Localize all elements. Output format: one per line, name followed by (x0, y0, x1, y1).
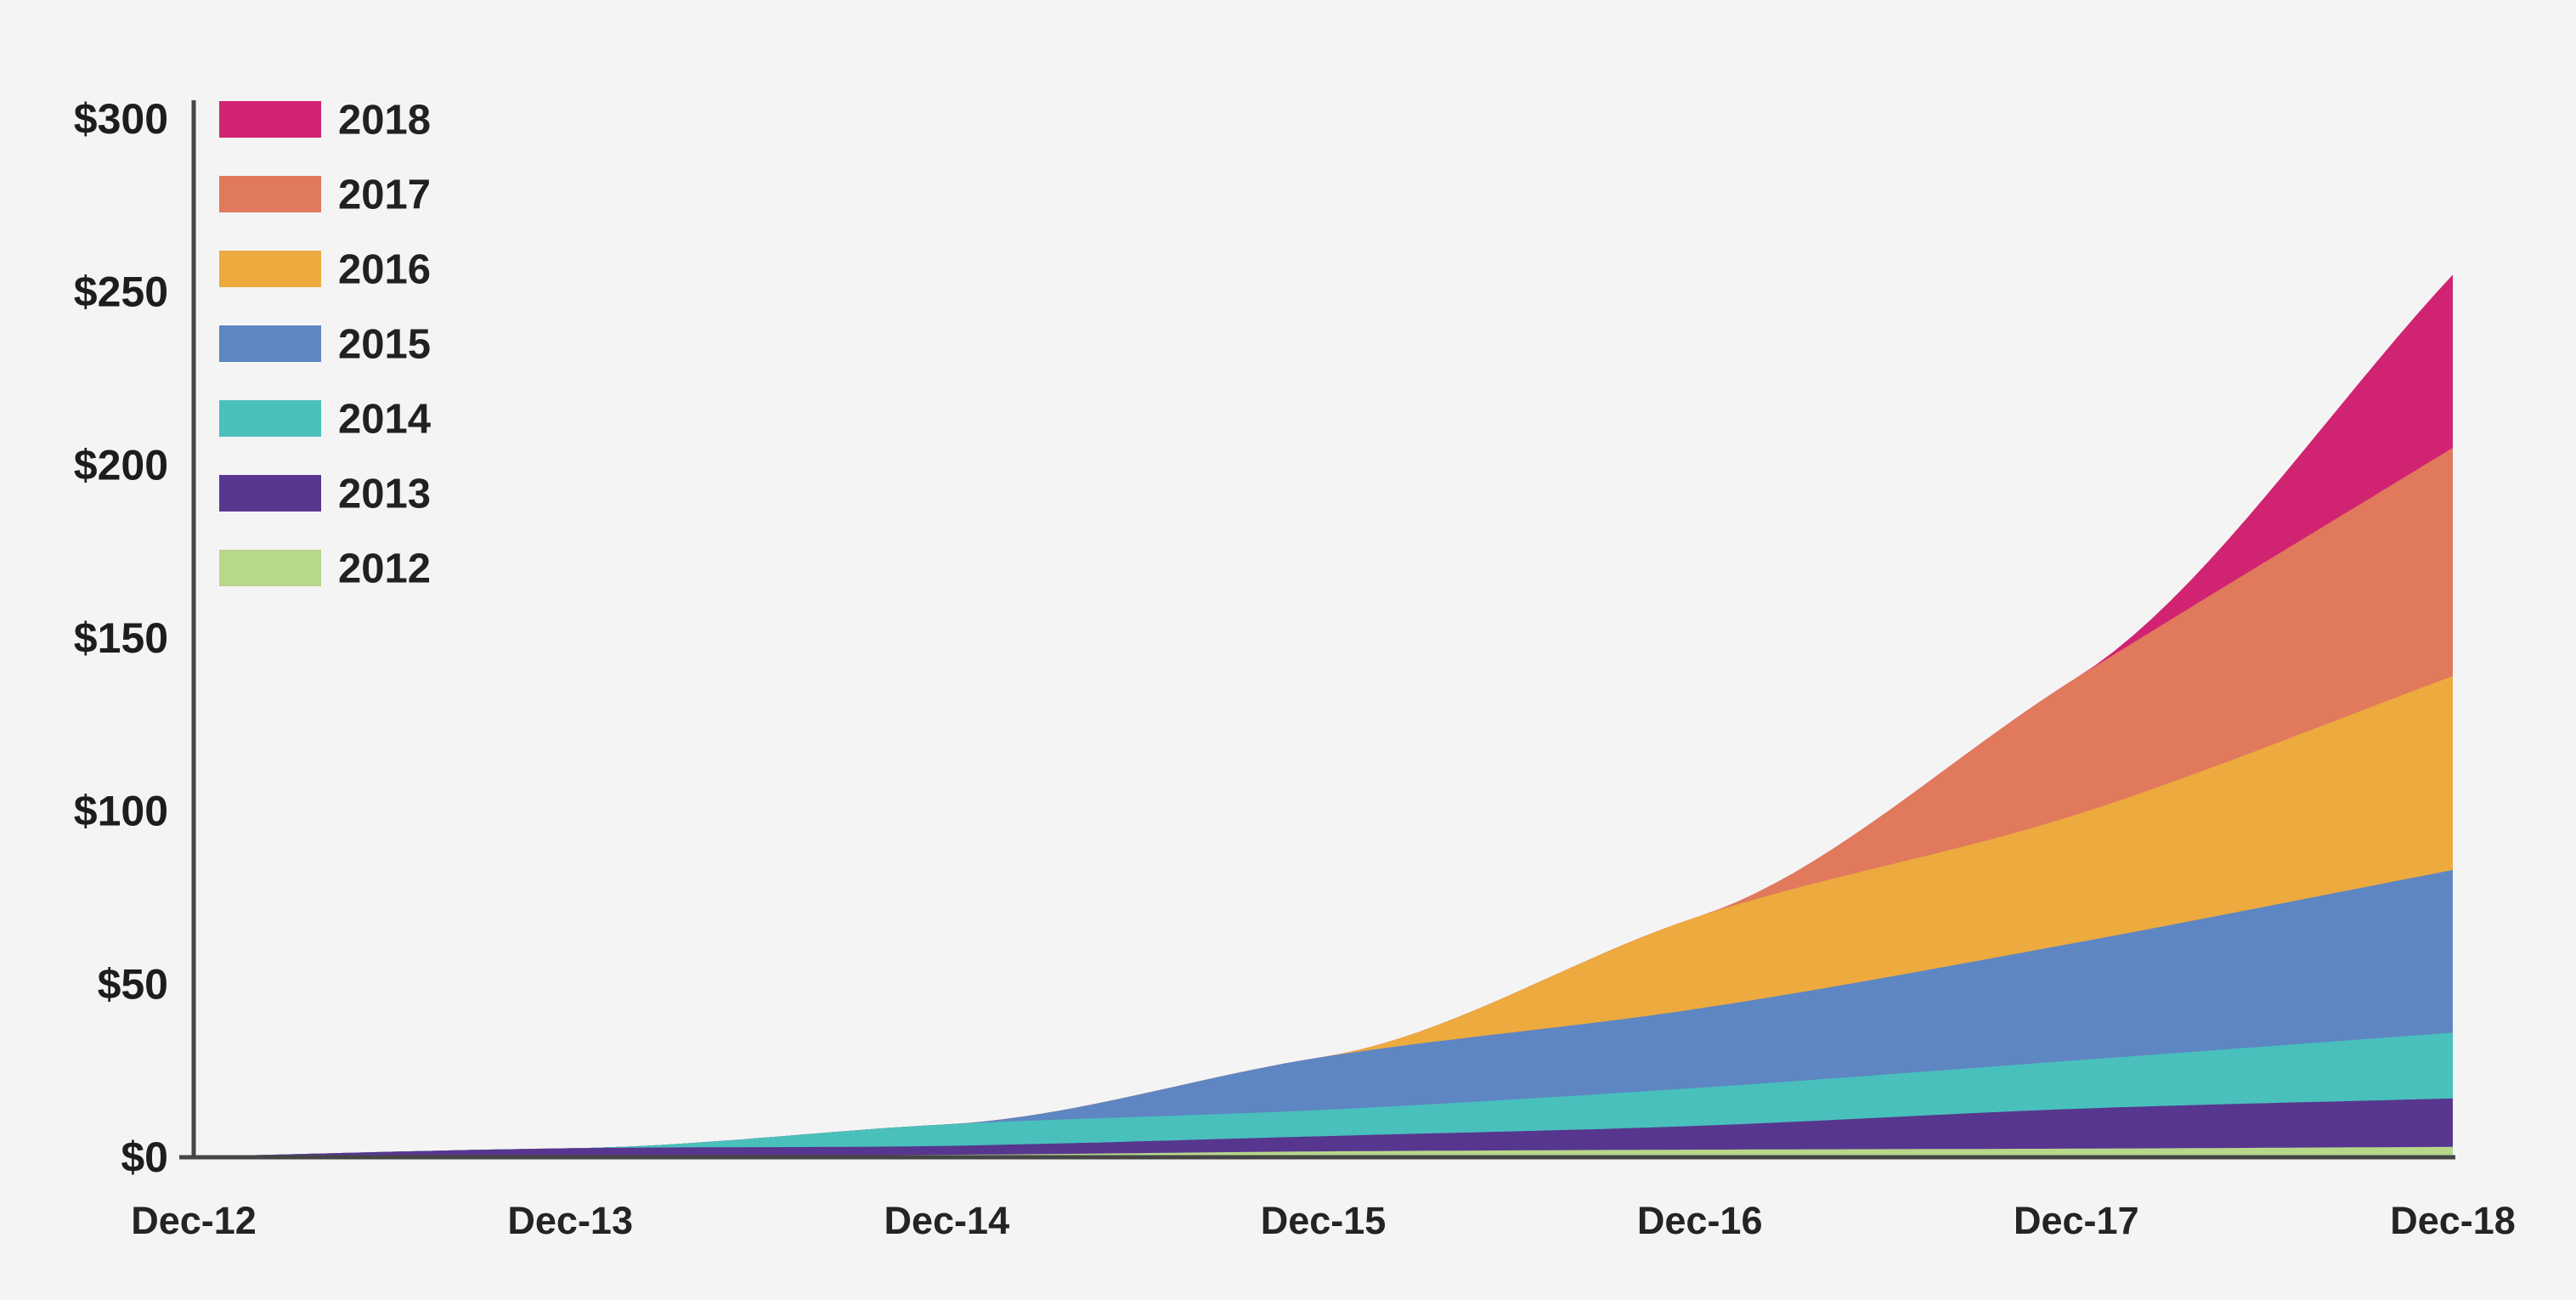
y-tick-label: $50 (98, 960, 168, 1008)
legend: 2018 2017 2016 2015 2014 2013 2012 (219, 98, 431, 592)
legend-swatch-2013 (219, 475, 321, 512)
x-tick-label: Dec-13 (507, 1199, 633, 1242)
legend-label-2012: 2012 (338, 546, 431, 592)
x-axis-tick-labels: Dec-12 Dec-13 Dec-14 Dec-15 Dec-16 Dec-17 Dec-… (131, 1199, 2516, 1242)
y-axis-tick-labels: $300 $250 $200 $150 $100 $50 $0 (74, 95, 168, 1181)
y-tick-label: $250 (74, 268, 168, 316)
y-tick-label: $150 (74, 614, 168, 662)
y-tick-label: $300 (74, 95, 168, 143)
x-tick-label: Dec-17 (2014, 1199, 2139, 1242)
legend-swatch-2018 (219, 101, 321, 138)
y-tick-label: $100 (74, 788, 168, 835)
legend-label-2016: 2016 (338, 247, 431, 293)
legend-swatch-2012 (219, 550, 321, 586)
legend-label-2017: 2017 (338, 172, 431, 218)
stacked-areas (194, 274, 2453, 1157)
legend-label-2013: 2013 (338, 472, 431, 517)
legend-swatch-2017 (219, 176, 321, 212)
y-tick-label: $200 (74, 441, 168, 489)
x-tick-label: Dec-14 (884, 1199, 1010, 1242)
legend-label-2015: 2015 (338, 322, 431, 368)
x-tick-label: Dec-18 (2390, 1199, 2516, 1242)
legend-label-2018: 2018 (338, 98, 431, 144)
area-2012 (194, 1146, 2453, 1157)
x-tick-label: Dec-16 (1637, 1199, 1763, 1242)
area-2013 (194, 1098, 2453, 1157)
legend-label-2014: 2014 (338, 397, 431, 443)
legend-swatch-2015 (219, 325, 321, 362)
y-tick-label: $0 (121, 1133, 168, 1181)
x-tick-label: Dec-12 (131, 1199, 257, 1242)
legend-swatch-2016 (219, 251, 321, 287)
x-tick-label: Dec-15 (1261, 1199, 1387, 1242)
legend-swatch-2014 (219, 400, 321, 437)
